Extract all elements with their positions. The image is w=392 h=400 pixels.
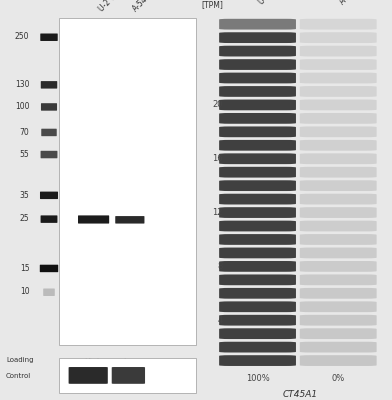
FancyBboxPatch shape: [300, 126, 377, 137]
FancyBboxPatch shape: [300, 59, 377, 70]
FancyBboxPatch shape: [300, 46, 377, 56]
FancyBboxPatch shape: [219, 153, 296, 164]
FancyBboxPatch shape: [300, 180, 377, 191]
FancyBboxPatch shape: [41, 103, 57, 111]
FancyBboxPatch shape: [219, 234, 296, 245]
FancyBboxPatch shape: [300, 167, 377, 178]
FancyBboxPatch shape: [219, 221, 296, 232]
Text: Loading: Loading: [6, 357, 33, 363]
FancyBboxPatch shape: [300, 113, 377, 124]
Text: 55: 55: [20, 150, 29, 159]
Text: 12: 12: [212, 208, 223, 217]
FancyBboxPatch shape: [219, 301, 296, 312]
FancyBboxPatch shape: [300, 86, 377, 97]
FancyBboxPatch shape: [300, 355, 377, 366]
FancyBboxPatch shape: [219, 167, 296, 178]
FancyBboxPatch shape: [40, 265, 58, 272]
FancyBboxPatch shape: [219, 32, 296, 43]
Text: 8: 8: [218, 262, 223, 271]
FancyBboxPatch shape: [41, 151, 58, 158]
FancyBboxPatch shape: [300, 274, 377, 285]
Text: 70: 70: [20, 128, 29, 137]
FancyBboxPatch shape: [300, 234, 377, 245]
FancyBboxPatch shape: [300, 153, 377, 164]
Text: 10: 10: [20, 287, 29, 296]
FancyBboxPatch shape: [219, 328, 296, 339]
Text: Control: Control: [6, 373, 31, 379]
FancyBboxPatch shape: [59, 358, 196, 393]
FancyBboxPatch shape: [219, 140, 296, 151]
Text: U-2 OS: U-2 OS: [98, 0, 122, 13]
Text: 16: 16: [212, 154, 223, 163]
FancyBboxPatch shape: [41, 215, 58, 223]
Text: A-549: A-549: [338, 0, 361, 7]
Text: A-549: A-549: [131, 0, 153, 13]
FancyBboxPatch shape: [219, 194, 296, 204]
FancyBboxPatch shape: [300, 261, 377, 272]
FancyBboxPatch shape: [219, 355, 296, 366]
FancyBboxPatch shape: [300, 288, 377, 299]
FancyBboxPatch shape: [40, 34, 58, 41]
FancyBboxPatch shape: [300, 19, 377, 30]
Text: U-2 OS: U-2 OS: [258, 0, 282, 7]
Text: 250: 250: [15, 32, 29, 41]
FancyBboxPatch shape: [59, 18, 196, 344]
FancyBboxPatch shape: [300, 328, 377, 339]
FancyBboxPatch shape: [300, 301, 377, 312]
Text: Low: Low: [123, 358, 138, 367]
FancyBboxPatch shape: [43, 288, 55, 296]
FancyBboxPatch shape: [219, 207, 296, 218]
FancyBboxPatch shape: [69, 367, 108, 384]
FancyBboxPatch shape: [300, 315, 377, 326]
FancyBboxPatch shape: [112, 367, 145, 384]
FancyBboxPatch shape: [300, 221, 377, 232]
FancyBboxPatch shape: [40, 192, 58, 199]
FancyBboxPatch shape: [115, 216, 144, 224]
Text: 20: 20: [212, 100, 223, 110]
FancyBboxPatch shape: [300, 73, 377, 83]
Text: 0%: 0%: [332, 374, 345, 383]
Text: RNA
[TPM]: RNA [TPM]: [202, 0, 224, 9]
FancyBboxPatch shape: [219, 126, 296, 137]
Text: 35: 35: [20, 190, 29, 200]
FancyBboxPatch shape: [300, 342, 377, 352]
Text: 25: 25: [20, 214, 29, 223]
FancyBboxPatch shape: [219, 261, 296, 272]
FancyBboxPatch shape: [78, 215, 109, 224]
FancyBboxPatch shape: [41, 129, 57, 136]
FancyBboxPatch shape: [219, 59, 296, 70]
FancyBboxPatch shape: [300, 140, 377, 151]
FancyBboxPatch shape: [219, 19, 296, 30]
FancyBboxPatch shape: [41, 81, 57, 88]
FancyBboxPatch shape: [219, 248, 296, 258]
Text: 100: 100: [15, 102, 29, 111]
FancyBboxPatch shape: [219, 288, 296, 299]
FancyBboxPatch shape: [300, 248, 377, 258]
FancyBboxPatch shape: [219, 274, 296, 285]
FancyBboxPatch shape: [219, 113, 296, 124]
FancyBboxPatch shape: [219, 180, 296, 191]
FancyBboxPatch shape: [300, 194, 377, 204]
FancyBboxPatch shape: [219, 46, 296, 56]
Text: 130: 130: [15, 80, 29, 89]
Text: 100%: 100%: [246, 374, 269, 383]
FancyBboxPatch shape: [219, 73, 296, 83]
FancyBboxPatch shape: [300, 207, 377, 218]
Text: 4: 4: [218, 316, 223, 325]
FancyBboxPatch shape: [219, 315, 296, 326]
Text: 15: 15: [20, 264, 29, 273]
FancyBboxPatch shape: [300, 100, 377, 110]
Text: High: High: [84, 358, 102, 367]
FancyBboxPatch shape: [219, 342, 296, 352]
FancyBboxPatch shape: [219, 100, 296, 110]
FancyBboxPatch shape: [219, 86, 296, 97]
Text: CT45A1: CT45A1: [282, 390, 318, 399]
FancyBboxPatch shape: [300, 32, 377, 43]
